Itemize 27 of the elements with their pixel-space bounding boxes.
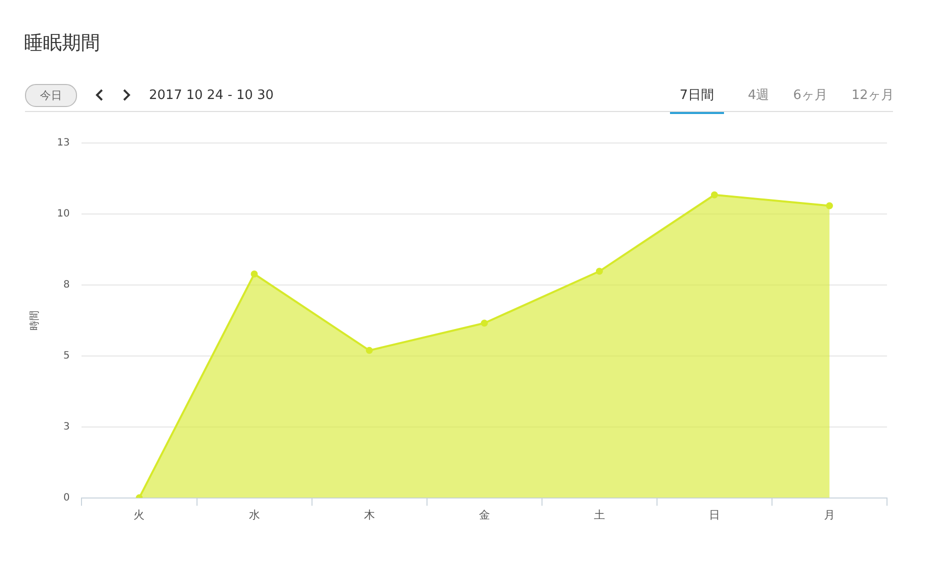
x-tick-label: 木 <box>364 508 375 522</box>
text: 今日 <box>25 84 77 107</box>
y-tick-label: 5 <box>63 350 70 362</box>
x-tick-label: 金 <box>478 508 490 522</box>
y-tick-label: 13 <box>56 138 70 149</box>
y-tick-label: 0 <box>63 492 70 504</box>
point <box>480 320 488 327</box>
x-tick-label: 日 <box>708 508 720 522</box>
point <box>366 346 373 354</box>
x-tick-label: 月 <box>824 508 835 522</box>
text: 6ヶ月 <box>793 87 828 105</box>
point <box>250 270 258 278</box>
text: 7日間 <box>670 86 724 114</box>
point <box>596 268 603 275</box>
chart-subtitle: 2017 10 24 - 10 30 <box>149 88 274 103</box>
chart-title: 睡眠期間 <box>24 31 100 56</box>
point <box>710 191 718 198</box>
x-tick-label: 土 <box>594 508 605 522</box>
x-tick-label: 水 <box>248 508 260 522</box>
y-tick-label: 8 <box>63 280 70 291</box>
text: 4週 <box>748 87 770 105</box>
x-tick-label: 火 <box>134 508 145 522</box>
point <box>826 202 833 210</box>
y-axis-title: 時間 <box>28 310 41 330</box>
text: 12ヶ月 <box>851 87 894 105</box>
y-tick-label: 10 <box>56 208 70 220</box>
y-tick-label: 3 <box>63 421 70 432</box>
